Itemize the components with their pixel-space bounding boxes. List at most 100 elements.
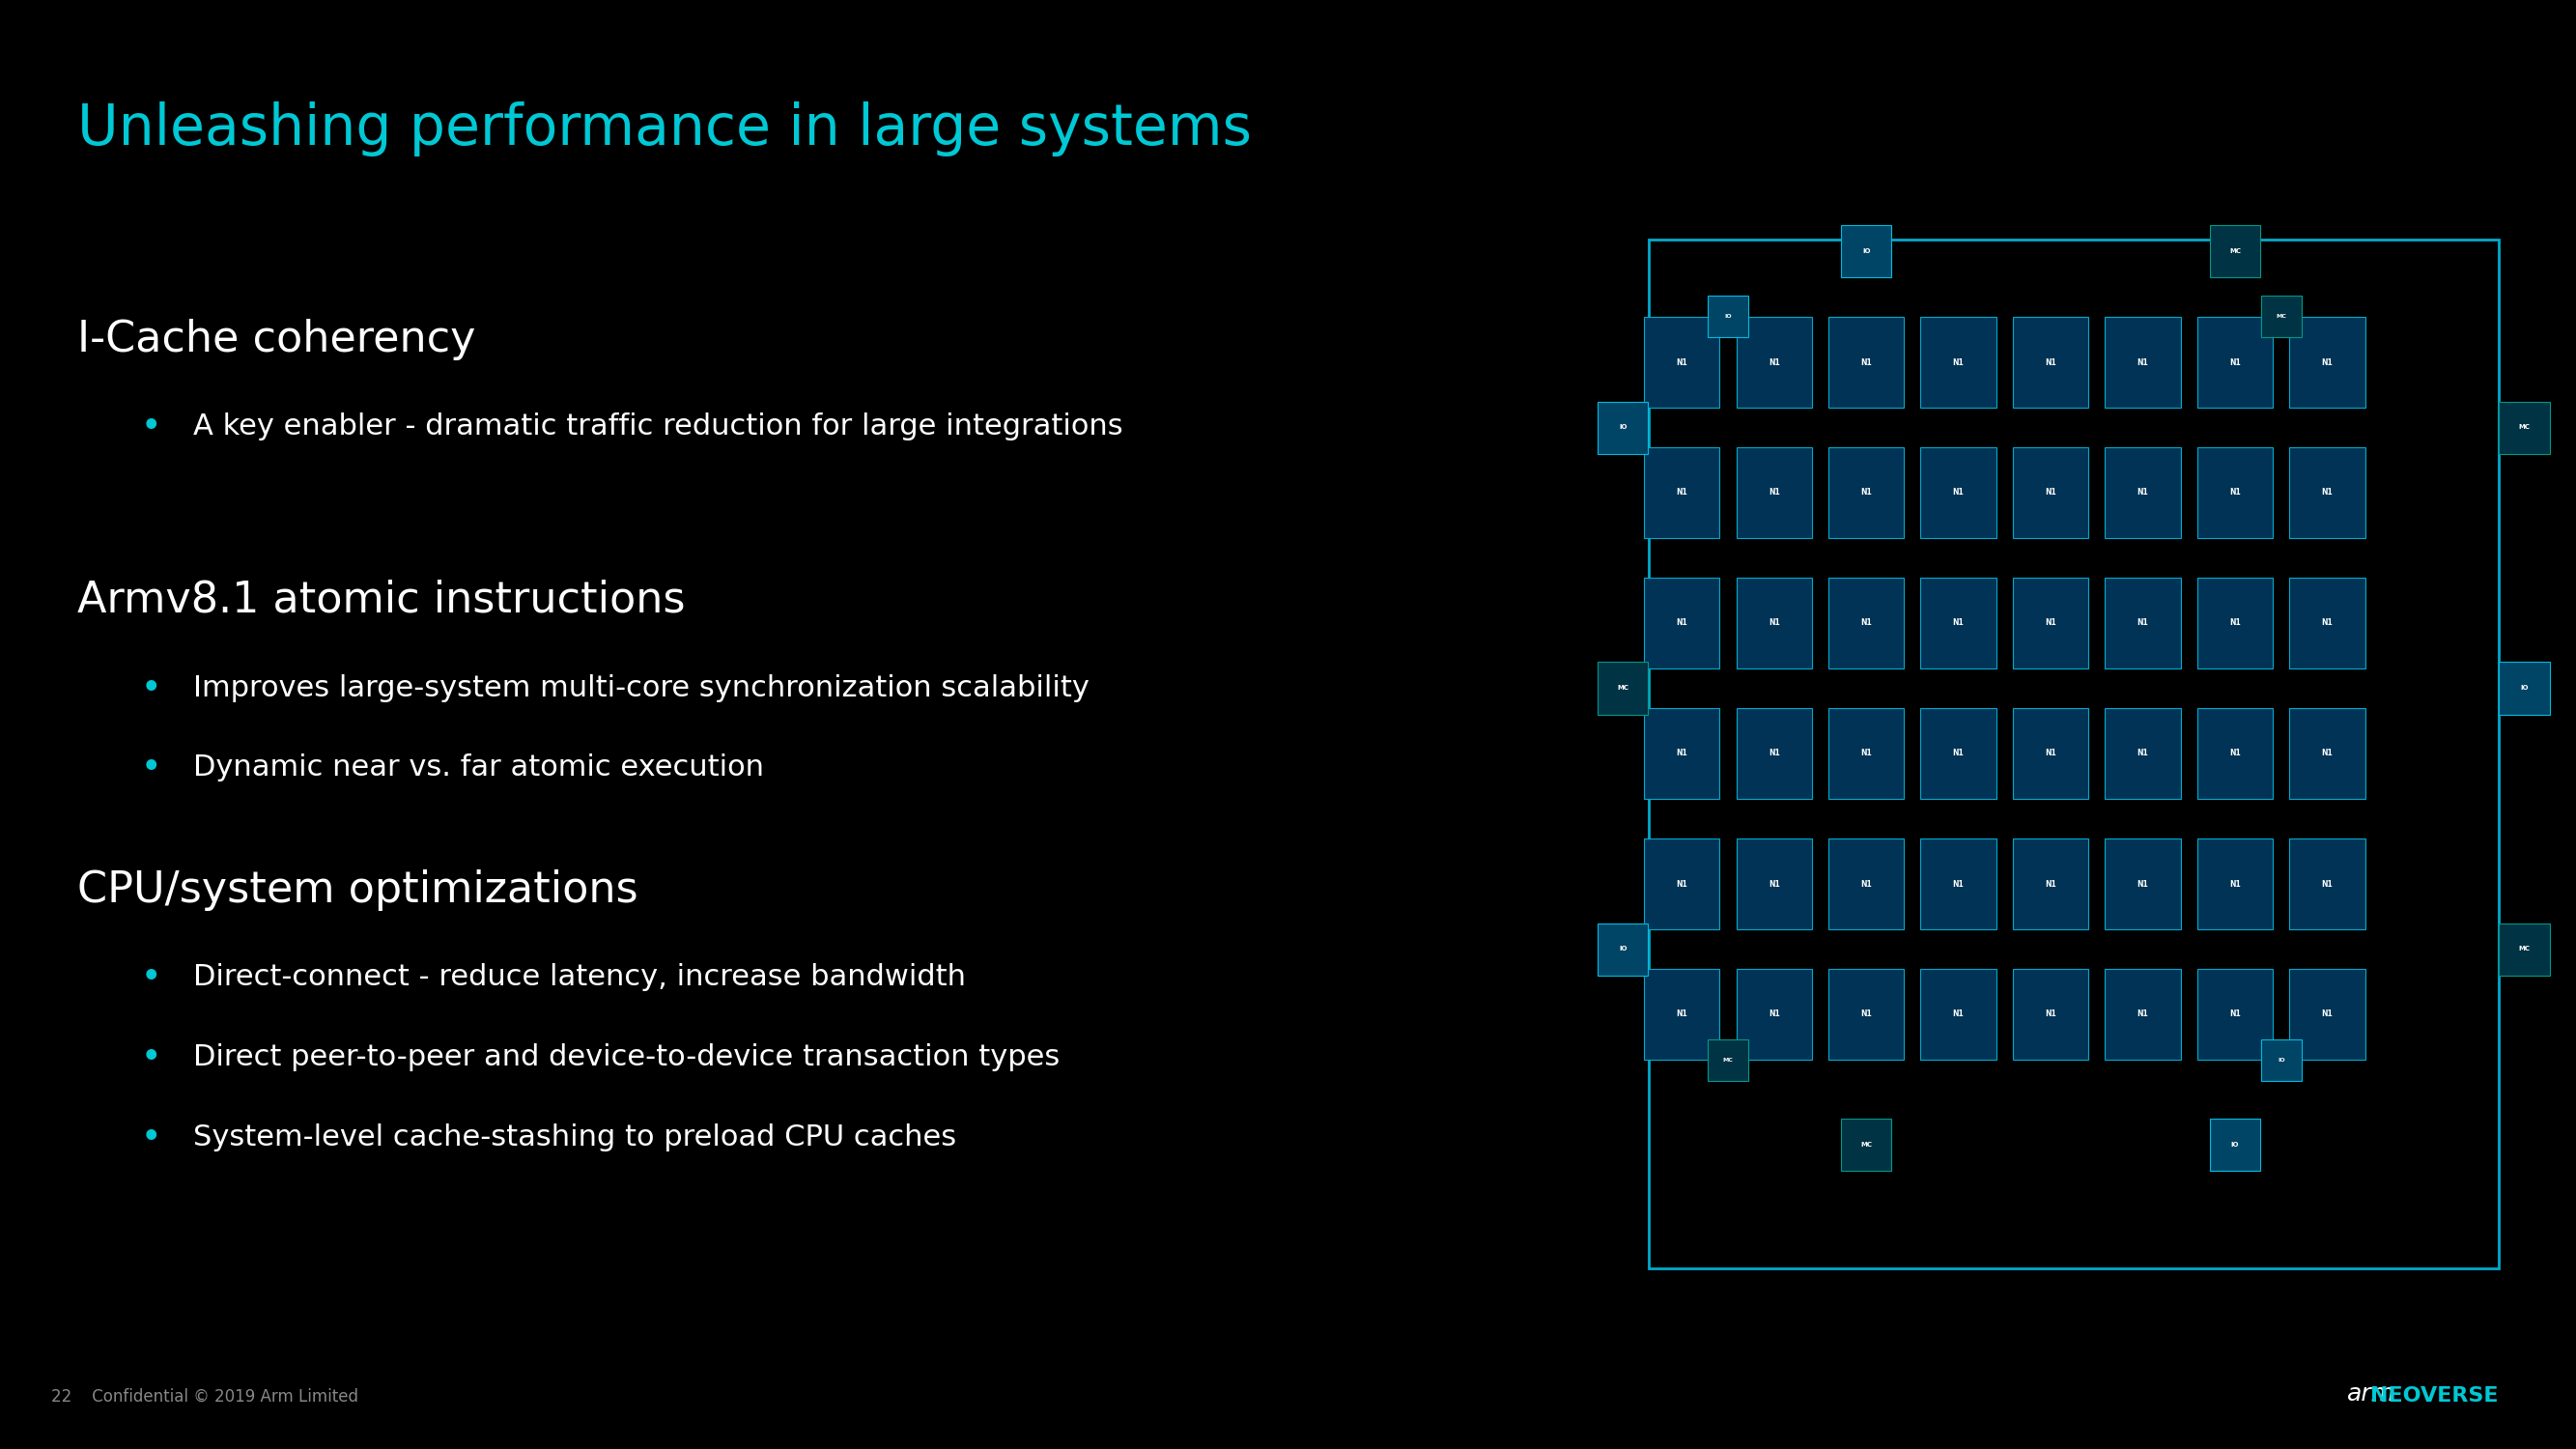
- FancyBboxPatch shape: [1829, 446, 1904, 538]
- FancyBboxPatch shape: [2499, 662, 2550, 714]
- Text: N1: N1: [2138, 880, 2148, 888]
- Text: CPU/system optimizations: CPU/system optimizations: [77, 869, 639, 911]
- FancyBboxPatch shape: [1597, 662, 1649, 714]
- FancyBboxPatch shape: [1922, 446, 1996, 538]
- FancyBboxPatch shape: [2290, 838, 2365, 930]
- Text: IO: IO: [2231, 1142, 2239, 1148]
- FancyBboxPatch shape: [1597, 923, 1649, 975]
- Text: N1: N1: [1860, 749, 1873, 758]
- FancyBboxPatch shape: [1829, 316, 1904, 409]
- Text: Improves large-system multi-core synchronization scalability: Improves large-system multi-core synchro…: [193, 674, 1090, 701]
- Text: IO: IO: [1618, 946, 1628, 952]
- Text: IO: IO: [2277, 1058, 2285, 1062]
- Text: N1: N1: [2228, 880, 2241, 888]
- Text: N1: N1: [2321, 1010, 2334, 1019]
- Text: N1: N1: [2045, 880, 2056, 888]
- FancyBboxPatch shape: [1597, 401, 1649, 454]
- Text: MC: MC: [1723, 1058, 1734, 1062]
- Text: N1: N1: [2228, 488, 2241, 497]
- Text: IO: IO: [1618, 425, 1628, 430]
- Text: N1: N1: [2045, 1010, 2056, 1019]
- Text: •: •: [142, 1043, 160, 1071]
- FancyBboxPatch shape: [2290, 446, 2365, 538]
- Text: N1: N1: [2138, 358, 2148, 367]
- Text: N1: N1: [1860, 1010, 1873, 1019]
- Text: •: •: [142, 413, 160, 440]
- Text: I-Cache coherency: I-Cache coherency: [77, 319, 477, 361]
- FancyBboxPatch shape: [1842, 226, 1891, 278]
- Text: N1: N1: [2321, 619, 2334, 627]
- Text: N1: N1: [2045, 358, 2056, 367]
- FancyBboxPatch shape: [1708, 1039, 1749, 1081]
- Text: N1: N1: [1767, 749, 1780, 758]
- Text: N1: N1: [1767, 1010, 1780, 1019]
- Text: N1: N1: [2045, 488, 2056, 497]
- Text: N1: N1: [1767, 488, 1780, 497]
- Text: IO: IO: [2519, 685, 2530, 691]
- Text: N1: N1: [1677, 488, 1687, 497]
- FancyBboxPatch shape: [1643, 316, 1721, 409]
- Text: MC: MC: [2275, 314, 2287, 319]
- FancyBboxPatch shape: [1736, 577, 1811, 668]
- Text: N1: N1: [2228, 749, 2241, 758]
- FancyBboxPatch shape: [1922, 838, 1996, 930]
- Text: N1: N1: [1677, 358, 1687, 367]
- FancyBboxPatch shape: [1842, 1119, 1891, 1171]
- FancyBboxPatch shape: [2105, 316, 2182, 409]
- FancyBboxPatch shape: [1922, 577, 1996, 668]
- Text: N1: N1: [2045, 749, 2056, 758]
- Text: Unleashing performance in large systems: Unleashing performance in large systems: [77, 101, 1252, 156]
- Text: N1: N1: [2045, 619, 2056, 627]
- Text: •: •: [142, 674, 160, 701]
- FancyBboxPatch shape: [1922, 316, 1996, 409]
- FancyBboxPatch shape: [1736, 316, 1811, 409]
- Text: •: •: [142, 1123, 160, 1151]
- Text: •: •: [142, 753, 160, 781]
- Text: N1: N1: [2138, 619, 2148, 627]
- FancyBboxPatch shape: [1643, 446, 1721, 538]
- FancyBboxPatch shape: [2210, 226, 2259, 278]
- FancyBboxPatch shape: [2499, 401, 2550, 454]
- Text: N1: N1: [1767, 619, 1780, 627]
- FancyBboxPatch shape: [2012, 838, 2089, 930]
- FancyBboxPatch shape: [2012, 446, 2089, 538]
- FancyBboxPatch shape: [2012, 577, 2089, 668]
- FancyBboxPatch shape: [2262, 296, 2300, 338]
- FancyBboxPatch shape: [2290, 316, 2365, 409]
- Text: N1: N1: [1953, 1010, 1963, 1019]
- FancyBboxPatch shape: [1922, 968, 1996, 1059]
- Text: System-level cache-stashing to preload CPU caches: System-level cache-stashing to preload C…: [193, 1123, 956, 1151]
- Text: N1: N1: [1677, 880, 1687, 888]
- FancyBboxPatch shape: [2105, 707, 2182, 800]
- FancyBboxPatch shape: [1829, 838, 1904, 930]
- FancyBboxPatch shape: [2197, 968, 2272, 1059]
- FancyBboxPatch shape: [1829, 968, 1904, 1059]
- Text: •: •: [142, 964, 160, 991]
- Text: N1: N1: [1860, 358, 1873, 367]
- Text: MC: MC: [2519, 425, 2530, 430]
- Text: NEOVERSE: NEOVERSE: [2370, 1387, 2499, 1406]
- Text: MC: MC: [2519, 946, 2530, 952]
- Text: N1: N1: [2138, 749, 2148, 758]
- FancyBboxPatch shape: [1643, 707, 1721, 800]
- FancyBboxPatch shape: [2105, 446, 2182, 538]
- Text: MC: MC: [1860, 1142, 1873, 1148]
- Text: N1: N1: [2228, 358, 2241, 367]
- FancyBboxPatch shape: [2210, 1119, 2259, 1171]
- Text: Direct-connect - reduce latency, increase bandwidth: Direct-connect - reduce latency, increas…: [193, 964, 966, 991]
- Text: N1: N1: [2321, 749, 2334, 758]
- Text: A key enabler - dramatic traffic reduction for large integrations: A key enabler - dramatic traffic reducti…: [193, 413, 1123, 440]
- Text: N1: N1: [1953, 358, 1963, 367]
- Text: N1: N1: [1953, 880, 1963, 888]
- FancyBboxPatch shape: [2197, 446, 2272, 538]
- Text: MC: MC: [1618, 685, 1628, 691]
- Text: N1: N1: [1860, 619, 1873, 627]
- Text: N1: N1: [1677, 619, 1687, 627]
- FancyBboxPatch shape: [1829, 577, 1904, 668]
- FancyBboxPatch shape: [1643, 838, 1721, 930]
- FancyBboxPatch shape: [2290, 707, 2365, 800]
- FancyBboxPatch shape: [2197, 707, 2272, 800]
- FancyBboxPatch shape: [2105, 577, 2182, 668]
- FancyBboxPatch shape: [1643, 577, 1721, 668]
- Text: N1: N1: [1953, 619, 1963, 627]
